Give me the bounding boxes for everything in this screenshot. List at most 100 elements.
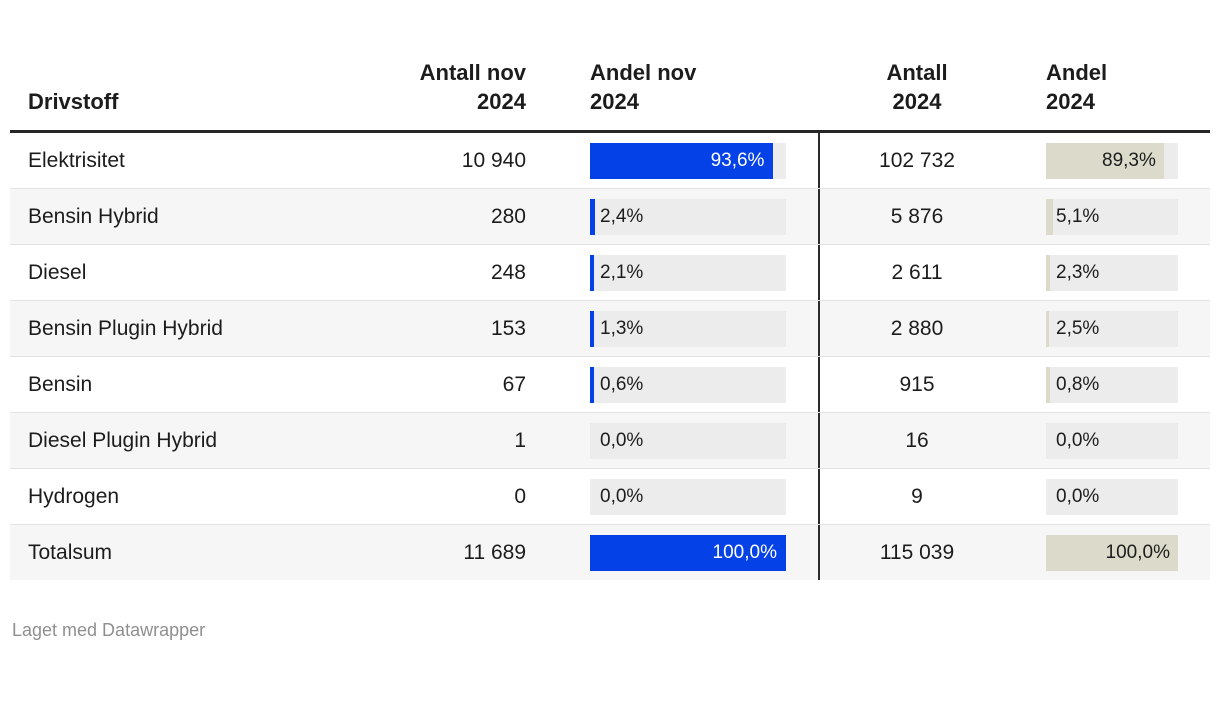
bar-value-label: 2,3% — [1056, 261, 1100, 283]
column-divider — [786, 301, 820, 356]
bar-value-label: 5,1% — [1056, 205, 1100, 227]
bar-fill-beige: 89,3% — [1046, 142, 1164, 179]
count-2024-cell: 2 880 — [890, 316, 944, 340]
share-nov-bar-cell: 100,0% — [590, 534, 786, 571]
column-header-antall-2024: Antall 2024 — [886, 60, 948, 114]
fuel-type-label: Hydrogen — [28, 485, 120, 508]
table-row-total: Totalsum 11 689 100,0% 115 039 100,0% — [10, 524, 1210, 580]
fuel-type-cell: Diesel — [10, 245, 350, 300]
share-2024-bar-cell: 0,0% — [1046, 478, 1178, 515]
bar-track: 0,0% — [590, 478, 786, 515]
bar-track: 2,5% — [1046, 310, 1178, 347]
table-row: Bensin 67 0,6% 915 0,8% — [10, 356, 1210, 412]
column-divider — [786, 525, 820, 580]
column-divider — [786, 133, 820, 188]
bar-fill-beige — [1046, 198, 1053, 235]
count-nov-cell: 153 — [490, 316, 526, 340]
bar-track: 0,0% — [1046, 478, 1178, 515]
count-2024-cell: 115 039 — [879, 540, 955, 564]
share-nov-bar-cell: 1,3% — [590, 310, 786, 347]
bar-fill-beige — [1046, 310, 1050, 347]
table-row: Bensin Plugin Hybrid 153 1,3% 2 880 2,5% — [10, 300, 1210, 356]
bar-track: 93,6% — [590, 142, 786, 179]
bar-value-label: 0,0% — [1056, 429, 1100, 451]
bar-fill-beige — [1046, 254, 1050, 291]
count-2024-cell: 16 — [905, 428, 929, 452]
bar-track: 2,4% — [590, 198, 786, 235]
count-nov-cell: 1 — [514, 428, 526, 452]
fuel-type-label: Diesel — [28, 261, 87, 284]
share-2024-bar-cell: 89,3% — [1046, 142, 1178, 179]
fuel-type-cell: Bensin Hybrid — [10, 189, 350, 244]
table-row: Elektrisitet 10 940 93,6% 102 732 89,3% — [10, 133, 1210, 188]
fuel-type-label: Diesel Plugin Hybrid — [28, 429, 218, 452]
share-2024-bar-cell: 100,0% — [1046, 534, 1178, 571]
bar-fill-beige — [1046, 366, 1050, 403]
bar-value-label: 0,0% — [1056, 485, 1100, 507]
bar-fill-blue — [590, 198, 595, 235]
fuel-type-cell: Elektrisitet — [10, 133, 350, 188]
column-divider — [786, 245, 820, 300]
column-header-antall-nov-2024: Antall nov 2024 — [419, 60, 526, 114]
table-row: Hydrogen 0 0,0% 9 0,0% — [10, 468, 1210, 524]
share-2024-bar-cell: 2,5% — [1046, 310, 1178, 347]
bar-fill-blue — [590, 310, 594, 347]
bar-value-label: 0,0% — [600, 429, 644, 451]
fuel-type-label: Elektrisitet — [28, 149, 125, 172]
count-2024-cell: 2 611 — [891, 260, 943, 284]
share-2024-bar-cell: 0,8% — [1046, 366, 1178, 403]
bar-track: 1,3% — [590, 310, 786, 347]
fuel-type-cell: Totalsum — [10, 525, 350, 580]
count-2024-cell: 9 — [911, 484, 923, 508]
count-2024-cell: 915 — [899, 372, 935, 396]
column-header-drivstoff: Drivstoff — [28, 89, 119, 114]
bar-track: 0,6% — [590, 366, 786, 403]
bar-fill-blue — [590, 254, 595, 291]
bar-track: 100,0% — [590, 534, 786, 571]
fuel-type-cell: Bensin Plugin Hybrid — [10, 301, 350, 356]
fuel-type-cell: Hydrogen — [10, 469, 350, 524]
column-header-andel-nov-2024: Andel nov 2024 — [590, 60, 697, 114]
count-2024-cell: 5 876 — [890, 204, 944, 228]
bar-track: 0,0% — [1046, 422, 1178, 459]
count-nov-cell: 10 940 — [461, 148, 526, 172]
column-divider — [786, 189, 820, 244]
bar-track: 5,1% — [1046, 198, 1178, 235]
bar-fill-blue — [590, 366, 594, 403]
share-nov-bar-cell: 2,1% — [590, 254, 786, 291]
bar-value-label: 1,3% — [600, 317, 644, 339]
bar-value-label: 100,0% — [1105, 541, 1170, 563]
bar-value-label: 2,1% — [600, 261, 644, 283]
bar-value-label: 0,6% — [600, 373, 644, 395]
bar-track: 100,0% — [1046, 534, 1178, 571]
bar-value-label: 0,8% — [1056, 373, 1100, 395]
datawrapper-table-chart: Drivstoff Antall nov 2024 Andel nov 2024… — [10, 60, 1210, 640]
bar-value-label: 2,4% — [600, 205, 644, 227]
bar-value-label: 100,0% — [712, 541, 777, 563]
bar-value-label: 93,6% — [710, 149, 765, 171]
count-nov-cell: 248 — [490, 260, 526, 284]
bar-value-label: 0,0% — [600, 485, 644, 507]
fuel-type-label: Bensin — [28, 373, 93, 396]
count-nov-cell: 11 689 — [463, 540, 526, 564]
table-row: Diesel 248 2,1% 2 611 2,3% — [10, 244, 1210, 300]
count-nov-cell: 280 — [490, 204, 526, 228]
column-divider — [786, 413, 820, 468]
count-nov-cell: 67 — [502, 372, 526, 396]
share-2024-bar-cell: 2,3% — [1046, 254, 1178, 291]
datawrapper-credit[interactable]: Laget med Datawrapper — [12, 620, 206, 640]
share-nov-bar-cell: 0,0% — [590, 478, 786, 515]
table-row: Bensin Hybrid 280 2,4% 5 876 5,1% — [10, 188, 1210, 244]
share-2024-bar-cell: 5,1% — [1046, 198, 1178, 235]
bar-track: 0,8% — [1046, 366, 1178, 403]
fuel-type-cell: Bensin — [10, 357, 350, 412]
bar-fill-blue: 100,0% — [590, 534, 786, 571]
table-row: Diesel Plugin Hybrid 1 0,0% 16 0,0% — [10, 412, 1210, 468]
fuel-type-label: Bensin Hybrid — [28, 205, 159, 228]
share-nov-bar-cell: 93,6% — [590, 142, 786, 179]
bar-value-label: 89,3% — [1102, 149, 1156, 171]
column-divider — [786, 469, 820, 524]
share-2024-bar-cell: 0,0% — [1046, 422, 1178, 459]
count-nov-cell: 0 — [514, 484, 526, 508]
fuel-type-label: Bensin Plugin Hybrid — [28, 317, 223, 340]
